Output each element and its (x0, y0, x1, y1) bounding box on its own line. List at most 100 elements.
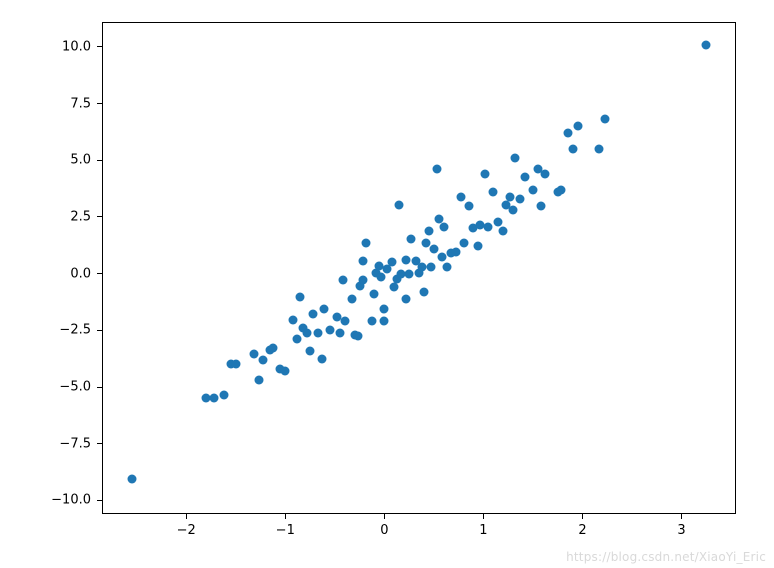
ytick (97, 387, 102, 388)
scatter-point (573, 122, 582, 131)
scatter-point (347, 294, 356, 303)
scatter-point (219, 390, 228, 399)
scatter-point (451, 248, 460, 257)
scatter-point (509, 206, 518, 215)
scatter-point (489, 188, 498, 197)
scatter-point (325, 326, 334, 335)
xtick-label: 2 (578, 523, 586, 538)
scatter-point (442, 262, 451, 271)
scatter-point (380, 304, 389, 313)
scatter-plot-axes: −2−10123−10.0−7.5−5.0−2.50.02.55.07.510.… (102, 22, 736, 514)
scatter-point (464, 201, 473, 210)
ytick (97, 46, 102, 47)
scatter-point (362, 239, 371, 248)
scatter-point (568, 144, 577, 153)
scatter-point (313, 328, 322, 337)
scatter-point (209, 394, 218, 403)
scatter-point (424, 226, 433, 235)
scatter-point (494, 217, 503, 226)
ytick-label: −2.5 (59, 323, 91, 338)
scatter-point (407, 234, 416, 243)
xtick (681, 514, 682, 519)
scatter-point (306, 346, 315, 355)
scatter-point (231, 360, 240, 369)
figure: −2 −1 0 1 2 3 −10.0 −7.5 −5.0 −2.5 0.0 2.5 5.0 7.5 10.… (0, 0, 774, 568)
scatter-point (437, 252, 446, 261)
scatter-point (358, 257, 367, 266)
spine-left (102, 22, 103, 514)
scatter-point (309, 310, 318, 319)
scatter-point (390, 283, 399, 292)
xtick (384, 514, 385, 519)
spine-bottom (102, 513, 736, 514)
xtick (186, 514, 187, 519)
ytick-label: 7.5 (70, 96, 91, 111)
scatter-point (377, 273, 386, 282)
ytick-label: −5.0 (59, 380, 91, 395)
scatter-point (540, 169, 549, 178)
scatter-point (528, 185, 537, 194)
scatter-point (459, 239, 468, 248)
scatter-point (499, 226, 508, 235)
scatter-point (426, 262, 435, 271)
scatter-point (536, 201, 545, 210)
ytick (97, 160, 102, 161)
ytick (97, 443, 102, 444)
ytick-label: −7.5 (59, 436, 91, 451)
scatter-point (254, 376, 263, 385)
scatter-point (259, 355, 268, 364)
xtick-label: 0 (380, 523, 388, 538)
scatter-point (702, 40, 711, 49)
scatter-point (269, 344, 278, 353)
xtick (285, 514, 286, 519)
scatter-point (319, 304, 328, 313)
scatter-point (516, 194, 525, 203)
xtick (483, 514, 484, 519)
scatter-point (506, 192, 515, 201)
spine-right (735, 22, 736, 514)
scatter-point (317, 354, 326, 363)
scatter-point (368, 317, 377, 326)
scatter-point (439, 223, 448, 232)
scatter-point (340, 317, 349, 326)
xtick (582, 514, 583, 519)
xtick-label: 1 (479, 523, 487, 538)
ytick-label: 0.0 (70, 266, 91, 281)
xtick-label: −2 (177, 523, 196, 538)
scatter-point (595, 144, 604, 153)
scatter-point (289, 316, 298, 325)
scatter-point (370, 290, 379, 299)
scatter-point (303, 328, 312, 337)
scatter-point (358, 276, 367, 285)
scatter-point (335, 328, 344, 337)
scatter-point (395, 200, 404, 209)
scatter-point (429, 244, 438, 253)
scatter-point (419, 287, 428, 296)
ytick (97, 500, 102, 501)
ytick (97, 330, 102, 331)
scatter-point (563, 129, 572, 138)
scatter-point (338, 276, 347, 285)
scatter-point (388, 258, 397, 267)
scatter-point (127, 474, 136, 483)
ytick-label: −10.0 (51, 493, 91, 508)
xtick-label: 3 (677, 523, 685, 538)
ytick-label: 2.5 (70, 209, 91, 224)
scatter-point (511, 154, 520, 163)
watermark-text: https://blog.csdn.net/XiaoYi_Eric (566, 550, 766, 564)
scatter-point (556, 185, 565, 194)
ytick-label: 5.0 (70, 153, 91, 168)
scatter-point (601, 115, 610, 124)
scatter-point (405, 269, 414, 278)
scatter-point (432, 165, 441, 174)
xtick-label: −1 (276, 523, 295, 538)
ytick (97, 103, 102, 104)
scatter-point (520, 173, 529, 182)
scatter-point (484, 223, 493, 232)
scatter-point (474, 242, 483, 251)
scatter-point (456, 192, 465, 201)
ytick (97, 273, 102, 274)
spine-top (102, 22, 736, 23)
scatter-point (380, 317, 389, 326)
ytick-label: 10.0 (62, 39, 91, 54)
